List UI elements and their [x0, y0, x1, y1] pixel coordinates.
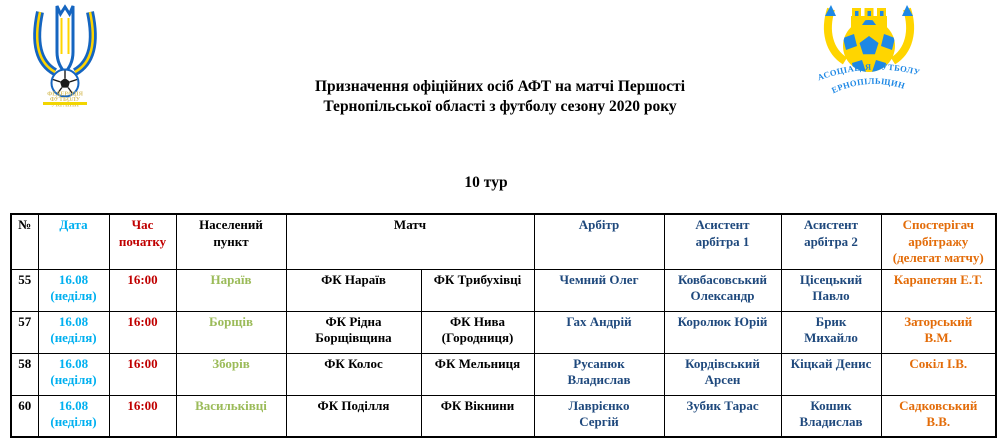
- time-cell: 16:00: [108, 394, 177, 438]
- away-team-cell: ФК Мельниця: [420, 352, 535, 396]
- assistant1-cell: Королюк Юрій: [663, 310, 782, 354]
- col-header-number: №: [10, 213, 39, 270]
- time-cell: 16:00: [108, 268, 177, 312]
- observer-cell: Заторський В.М.: [880, 310, 997, 354]
- football-icon: [843, 20, 895, 72]
- observer-cell: Карапетян Е.Т.: [880, 268, 997, 312]
- venue-cell: Зборів: [175, 352, 287, 396]
- assistant1-cell: Зубик Тарас: [663, 394, 782, 438]
- col-header-observer: Спостерігач арбітражу (делегат матчу): [880, 213, 997, 270]
- table-row: 57 16.08 (неділя) 16:00 Борщів ФК Рідна …: [10, 310, 997, 354]
- row-number-cell: 55: [10, 268, 39, 312]
- svg-text:ФЕДЕРАЦІЯ: ФЕДЕРАЦІЯ: [47, 92, 84, 98]
- col-header-match: Матч: [285, 213, 535, 270]
- observer-cell: Сокіл І.В.: [880, 352, 997, 396]
- document-title: Призначення офіційних осіб АФТ на матчі …: [0, 77, 1000, 117]
- table-row: 55 16.08 (неділя) 16:00 Нараїв ФК Нараїв…: [10, 268, 997, 312]
- federation-football-ukraine-logo: ФЕДЕРАЦІЯ ФУТБОЛУ УКРАЇНИ: [33, 4, 97, 108]
- venue-cell: Борщів: [175, 310, 287, 354]
- col-header-time: Час початку: [108, 213, 177, 270]
- logo-underline: [43, 102, 87, 105]
- venue-cell: Нараїв: [175, 268, 287, 312]
- round-title: 10 тур: [464, 174, 508, 191]
- away-team-cell: ФК Вікнини: [420, 394, 535, 438]
- table-row: 60 16.08 (неділя) 16:00 Васильківці ФК П…: [10, 394, 997, 438]
- referee-cell: Русанюк Владислав: [533, 352, 665, 396]
- away-team-cell: ФК Нива (Городниця): [420, 310, 535, 354]
- away-team-cell: ФК Трибухівці: [420, 268, 535, 312]
- date-cell: 16.08 (неділя): [37, 352, 110, 396]
- assignments-table: № Дата Час початку Населений пункт Матч …: [10, 213, 997, 438]
- col-header-assistant1: Асистент арбітра 1: [663, 213, 782, 270]
- row-number-cell: 57: [10, 310, 39, 354]
- home-team-cell: ФК Рідна Борщівщина: [285, 310, 422, 354]
- home-team-cell: ФК Поділля: [285, 394, 422, 438]
- row-number-cell: 60: [10, 394, 39, 438]
- col-header-date: Дата: [37, 213, 110, 270]
- col-header-assistant2: Асистент арбітра 2: [780, 213, 882, 270]
- assistant2-cell: Кіцкай Денис: [780, 352, 882, 396]
- football-icon: [50, 68, 80, 98]
- date-cell: 16.08 (неділя): [37, 268, 110, 312]
- football-association-ternopil-logo: АСОЦІАЦІЯ ФУТБОЛУ ТЕРНОПІЛЬЩИНИ: [808, 3, 921, 95]
- assistant1-cell: Кордівський Арсен: [663, 352, 782, 396]
- title-line-1: Призначення офіційних осіб АФТ на матчі …: [314, 78, 686, 95]
- assistant1-cell: Ковбасовський Олександр: [663, 268, 782, 312]
- referee-cell: Гах Андрій: [533, 310, 665, 354]
- time-cell: 16:00: [108, 352, 177, 396]
- date-cell: 16.08 (неділя): [37, 394, 110, 438]
- trident-icon: [33, 4, 97, 76]
- observer-cell: Садковський В.В.: [880, 394, 997, 438]
- row-number-cell: 58: [10, 352, 39, 396]
- crown-arms-icon: [823, 5, 915, 65]
- home-team-cell: ФК Нараїв: [285, 268, 422, 312]
- venue-cell: Васильківці: [175, 394, 287, 438]
- title-line-2: Тернопільської області з футболу сезону …: [323, 98, 677, 115]
- assistant2-cell: Кошик Владислав: [780, 394, 882, 438]
- date-cell: 16.08 (неділя): [37, 310, 110, 354]
- assistant2-cell: Брик Михайло: [780, 310, 882, 354]
- table-row: 58 16.08 (неділя) 16:00 Зборів ФК Колос …: [10, 352, 997, 396]
- table-header-row: № Дата Час початку Населений пункт Матч …: [10, 213, 997, 270]
- home-team-cell: ФК Колос: [285, 352, 422, 396]
- svg-text:ФУТБОЛУ: ФУТБОЛУ: [50, 97, 81, 103]
- referee-cell: Лаврієнко Сергій: [533, 394, 665, 438]
- col-header-referee: Арбітр: [533, 213, 665, 270]
- col-header-venue: Населений пункт: [175, 213, 287, 270]
- assistant2-cell: Цісецький Павло: [780, 268, 882, 312]
- time-cell: 16:00: [108, 310, 177, 354]
- referee-cell: Чемний Олег: [533, 268, 665, 312]
